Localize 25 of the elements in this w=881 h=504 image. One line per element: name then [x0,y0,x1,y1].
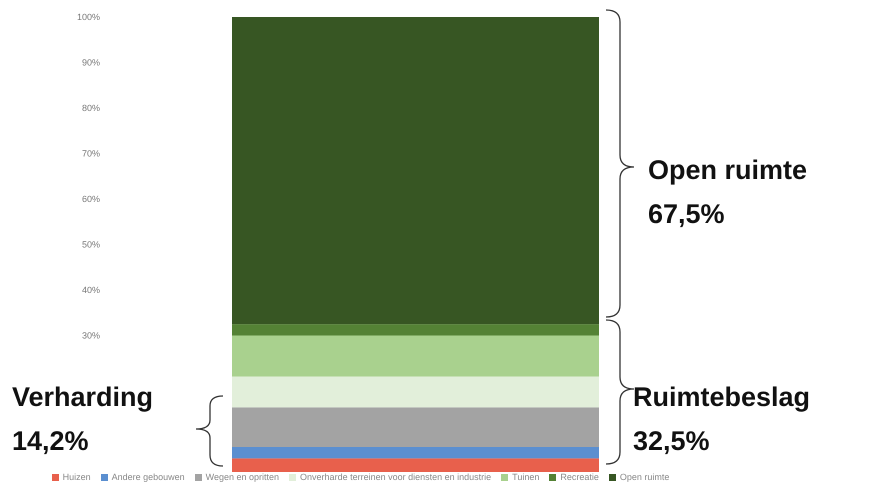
bar [232,458,599,472]
bar [232,376,599,408]
legend-label: Wegen en opritten [206,472,280,482]
y-tick-label: 30% [82,330,100,341]
y-tick-label: 90% [82,58,100,68]
y-tick-label: 60% [82,194,100,204]
legend-label: Tuinen [512,472,540,482]
legend-label: Recreatie [560,472,599,482]
text: Verharding 14,2% [12,381,154,458]
bar [232,324,599,336]
text: Ruimtebeslag 32,5% [633,381,810,458]
y-tick-label: 100% [76,12,100,22]
legend-label: Andere gebouwen [112,472,185,482]
bar [232,446,599,458]
legend-label: Huizen [62,472,91,482]
y-tick-label: 50% [82,240,100,250]
y-tick-label: 40% [82,285,100,296]
bar [232,336,599,376]
text: Open ruimte 67,5% [648,154,808,231]
y-tick-label: 70% [82,148,100,159]
legend-label: Onverharde terreinen voor diensten en industrie [300,472,492,482]
legend-label: Open ruimte [620,472,670,482]
bar [232,17,599,324]
bar [232,407,599,447]
y-tick-label: 80% [82,103,100,114]
